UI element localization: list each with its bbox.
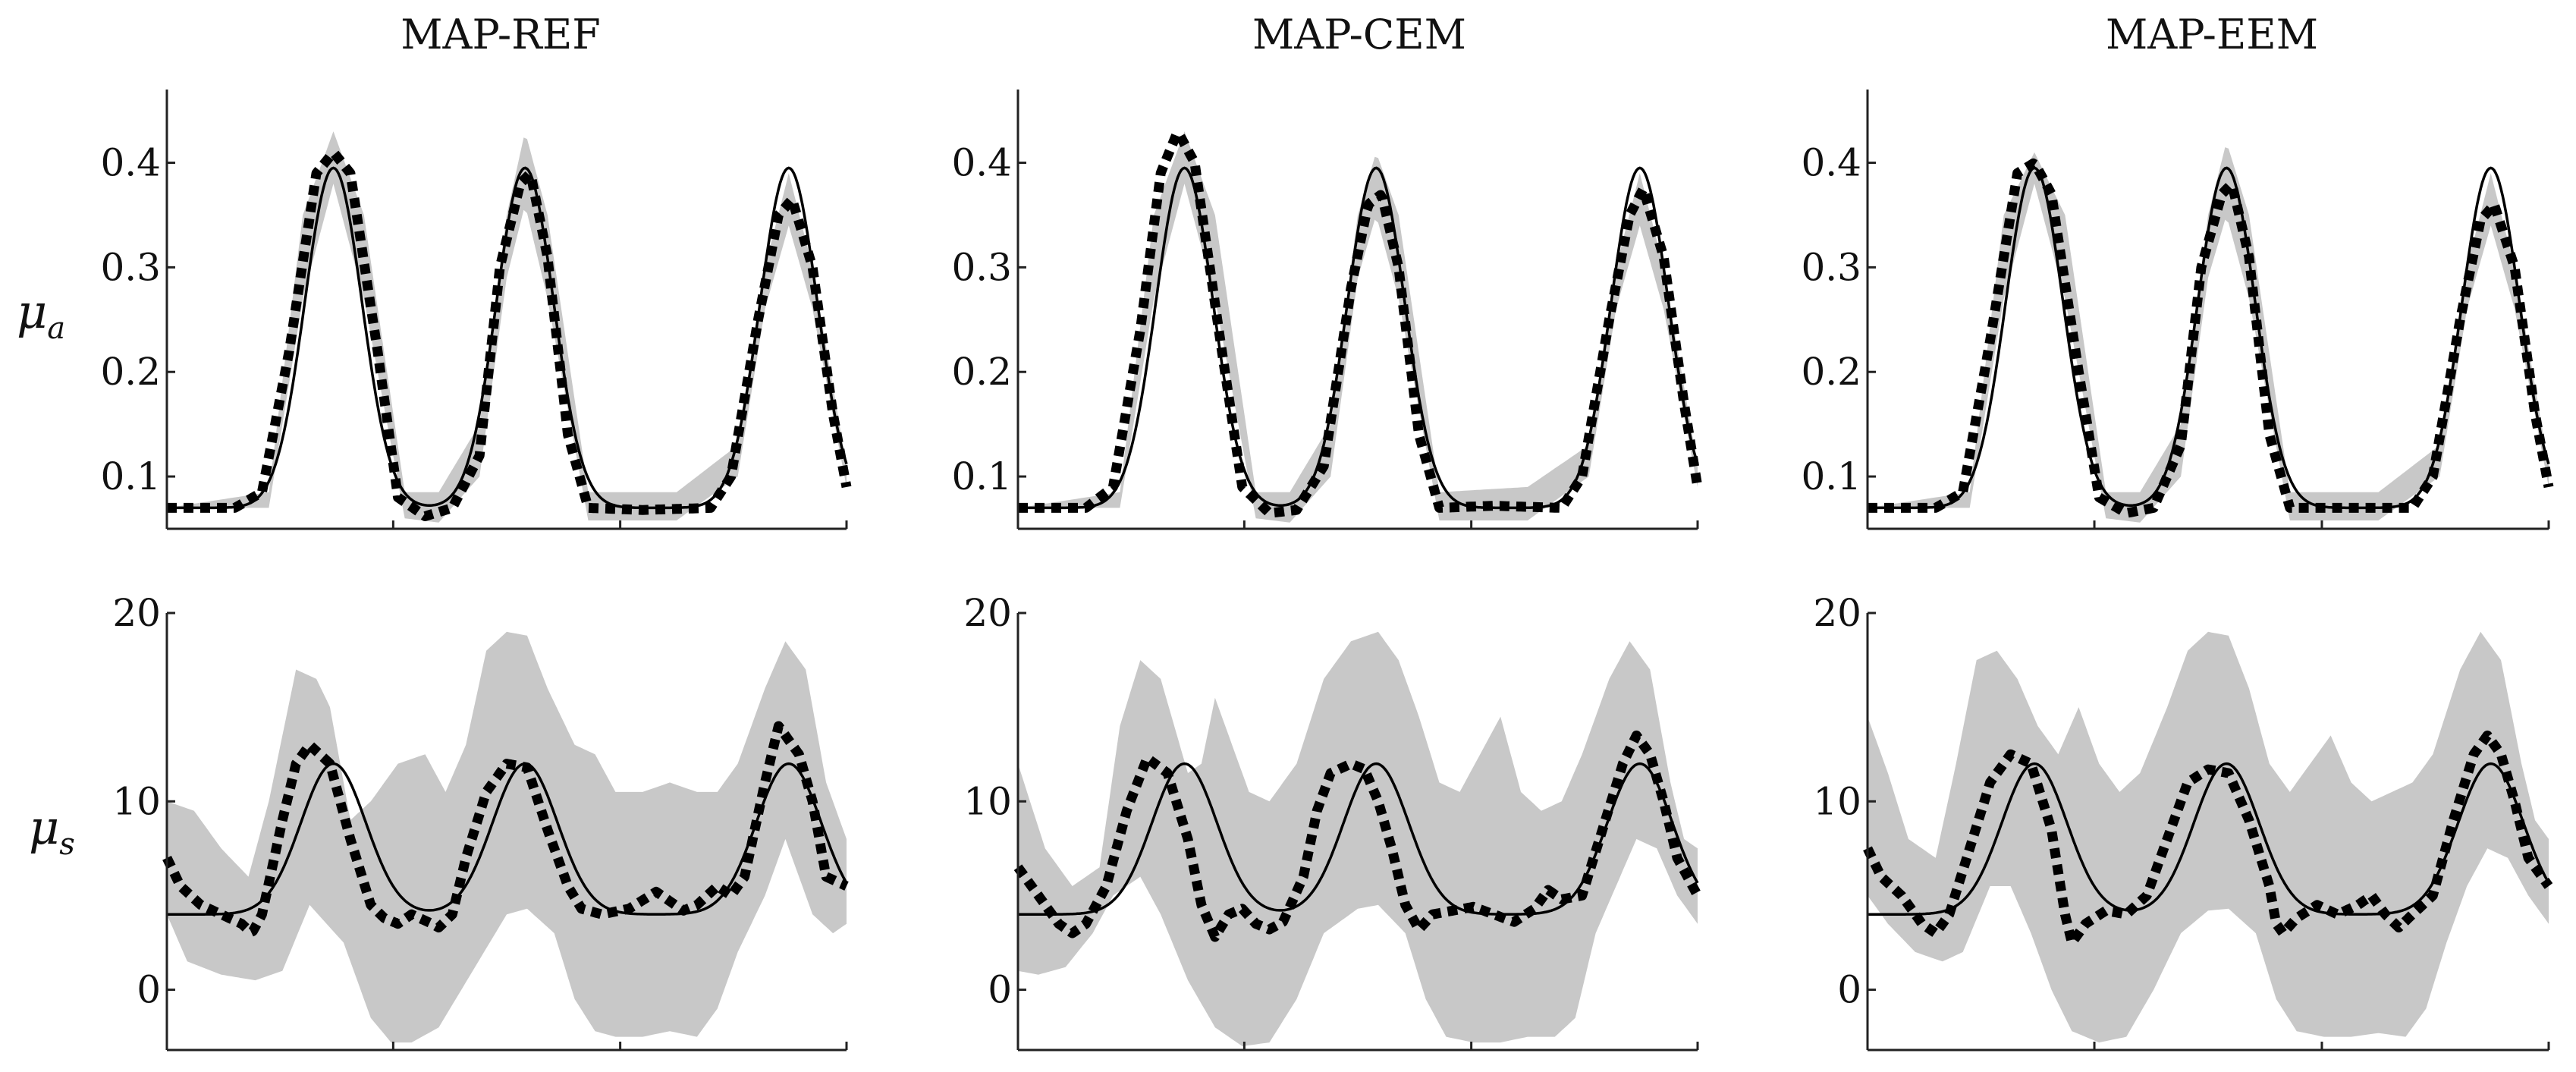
y-tick-label-mu-s-map-ref: 10 bbox=[112, 779, 161, 823]
row-label-mu-a: μa bbox=[17, 284, 65, 346]
row-label-mu-s: μs bbox=[29, 800, 75, 862]
estimate-line-mu-s-map-eem bbox=[1863, 730, 2553, 948]
panel-mu-a-map-eem: 0.1 0.2 0.3 0.4 bbox=[1801, 90, 2554, 530]
y-tick-label-mu-a-map-eem: 0.2 bbox=[1801, 350, 1861, 394]
column-title-map-cem: MAP-CEM bbox=[1252, 11, 1466, 58]
estimate-line-mu-a-map-ref bbox=[164, 149, 852, 521]
y-tick-label-mu-s-map-cem: 10 bbox=[963, 779, 1012, 823]
estimate-line-mu-s-map-cem bbox=[1013, 730, 1702, 942]
y-tick-label-mu-a-map-cem: 0.2 bbox=[951, 350, 1012, 394]
true-profile-line-mu-a-map-ref bbox=[167, 166, 848, 510]
y-tick-label-mu-a-map-cem: 0.4 bbox=[951, 141, 1012, 185]
row-label-mu-a-subscript: a bbox=[47, 311, 65, 346]
y-tick-label-mu-a-map-cem: 0.3 bbox=[951, 245, 1012, 289]
y-tick-label-mu-a-map-eem: 0.4 bbox=[1801, 141, 1861, 185]
uncertainty-band-mu-s-map-cem bbox=[1018, 631, 1698, 1046]
panel-mu-s-map-cem: 0 10 20 bbox=[963, 591, 1702, 1052]
y-tick-label-mu-s-map-cem: 0 bbox=[988, 968, 1012, 1012]
row-label-mu-a-symbol: μ bbox=[17, 284, 47, 339]
y-tick-label-mu-s-map-eem: 20 bbox=[1813, 591, 1861, 635]
y-tick-label-mu-a-map-ref: 0.1 bbox=[100, 454, 161, 498]
uncertainty-band-mu-s-map-ref bbox=[167, 631, 847, 1043]
row-label-mu-s-symbol: μ bbox=[29, 800, 59, 855]
true-profile-line-mu-s-map-ref bbox=[167, 762, 848, 916]
uncertainty-band-mu-s-map-eem bbox=[1868, 631, 2549, 1043]
panel-mu-a-map-cem: 0.1 0.2 0.3 0.4 bbox=[951, 90, 1703, 530]
y-tick-label-mu-s-map-ref: 0 bbox=[137, 968, 161, 1012]
panel-mu-s-map-eem: 0 10 20 bbox=[1813, 591, 2553, 1052]
y-tick-label-mu-s-map-cem: 20 bbox=[963, 591, 1012, 635]
column-title-map-ref: MAP-REF bbox=[401, 11, 600, 58]
y-tick-label-mu-a-map-ref: 0.4 bbox=[100, 141, 161, 185]
column-title-map-eem: MAP-EEM bbox=[2106, 11, 2318, 58]
y-tick-label-mu-s-map-ref: 20 bbox=[112, 591, 161, 635]
y-tick-label-mu-a-map-eem: 0.3 bbox=[1801, 245, 1861, 289]
panel-mu-s-map-ref: 0 10 20 bbox=[112, 591, 850, 1052]
y-tick-label-mu-a-map-ref: 0.2 bbox=[100, 350, 161, 394]
row-label-mu-s-subscript: s bbox=[59, 827, 75, 862]
y-tick-label-mu-a-map-cem: 0.1 bbox=[951, 454, 1012, 498]
estimate-line-mu-s-map-ref bbox=[162, 721, 850, 938]
panel-mu-a-map-ref: 0.1 0.2 0.3 0.4 bbox=[100, 90, 852, 530]
estimate-line-mu-a-map-cem bbox=[1015, 128, 1703, 518]
estimate-line-mu-a-map-eem bbox=[1864, 158, 2554, 518]
uncertainty-band-mu-a-map-eem bbox=[1868, 147, 2549, 523]
y-tick-label-mu-a-map-eem: 0.1 bbox=[1801, 454, 1861, 498]
y-tick-label-mu-s-map-eem: 0 bbox=[1837, 968, 1861, 1012]
panels: 0.1 0.2 0.3 0.4 0.1 0.2 0.3 0.4 0.1 0.2 0.3 0.4 0 10 2… bbox=[100, 90, 2554, 1052]
y-tick-label-mu-a-map-ref: 0.3 bbox=[100, 245, 161, 289]
uncertainty-band-mu-a-map-ref bbox=[167, 131, 847, 523]
y-tick-label-mu-s-map-eem: 10 bbox=[1813, 779, 1861, 823]
